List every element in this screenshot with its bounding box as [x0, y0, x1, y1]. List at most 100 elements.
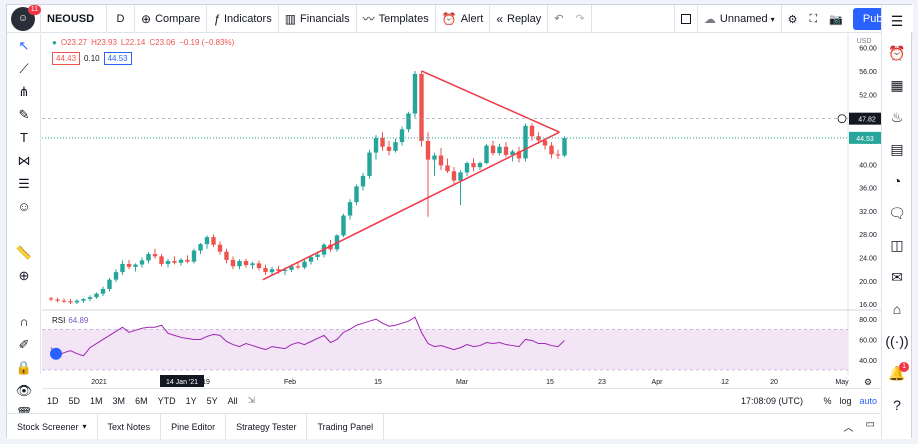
snapshot-button[interactable]: 📷 — [823, 5, 849, 33]
time-axis[interactable]: 2021 19 Feb 15 Mar 15 23 Apr 12 20 May 14 Jan '21 ⚙ — [42, 374, 883, 388]
auto-toggle[interactable]: auto — [859, 395, 877, 406]
undo-button[interactable]: ↶ — [548, 5, 569, 33]
ideas-button[interactable]: ◔ — [882, 165, 912, 197]
candle-body — [529, 125, 535, 137]
eye-icon: 👁 — [15, 382, 33, 398]
maximize-icon[interactable]: ▭ — [865, 419, 875, 430]
chart-svg[interactable]: USD60.0056.0052.0048.0044.0040.0036.0032… — [42, 34, 883, 374]
templates-button[interactable]: 〰 Templates — [357, 4, 436, 33]
chats-button[interactable]: 🗨 — [882, 197, 912, 229]
fullscreen-button[interactable]: ⛶ — [804, 5, 824, 33]
log-toggle[interactable]: log — [839, 395, 852, 406]
interval-button[interactable]: D — [107, 4, 135, 33]
messages-button[interactable]: ✉ — [882, 261, 912, 293]
help-button[interactable]: ? — [882, 389, 912, 421]
broadcast-button[interactable]: ((·)) — [882, 325, 912, 357]
tf-1d[interactable]: 1D — [47, 395, 59, 406]
financials-button[interactable]: ▥ Financials — [279, 4, 357, 33]
broadcast-icon: ((·)) — [885, 333, 909, 349]
bar-chart-icon: ▥ — [284, 11, 297, 26]
layout-menu[interactable]: ☁ Unnamed ▾ — [698, 5, 782, 33]
time-tick-label: 15 — [374, 379, 382, 386]
buy-button[interactable]: 44.53 — [103, 52, 132, 65]
candle-body — [61, 300, 67, 302]
rsi-band — [42, 329, 848, 370]
avatar[interactable]: ☺ 11 — [11, 4, 41, 31]
buy-sell-panel: 44.43 0.10 44.53 — [52, 52, 132, 65]
candle-body — [315, 254, 320, 257]
candle-body — [328, 244, 333, 250]
symbol-search[interactable]: NEOUSD — [41, 4, 107, 33]
function-icon: ƒ — [213, 11, 220, 26]
alerts-button[interactable]: ⏰ — [882, 37, 912, 69]
fib-tool[interactable]: ⋔ — [7, 80, 41, 103]
magnet-tool[interactable]: ∩ — [7, 310, 41, 333]
candle-body — [230, 259, 236, 267]
stay-drawing-tool[interactable]: ✐ — [7, 333, 41, 356]
candle-body — [276, 269, 281, 271]
candle-body — [490, 145, 496, 154]
percent-toggle[interactable]: % — [823, 395, 832, 406]
pattern-tool[interactable]: ⋈ — [7, 149, 41, 172]
chevron-up-icon[interactable]: ︿ — [843, 423, 854, 434]
candle-body — [81, 298, 86, 301]
triangle-lower-line — [262, 131, 560, 281]
calendar-button[interactable]: ▤ — [882, 133, 912, 165]
compare-button[interactable]: ⊕ Compare — [135, 4, 208, 33]
icons-tool[interactable]: ☺ — [7, 195, 41, 218]
separator-2 — [7, 287, 41, 310]
tab-pine-editor[interactable]: Pine Editor — [161, 413, 227, 440]
last-price-label: 44.53 — [856, 136, 874, 143]
text-tool[interactable]: T — [7, 126, 41, 149]
streams-button[interactable]: ◫ — [882, 229, 912, 261]
sell-button[interactable]: 44.43 — [52, 52, 81, 65]
tf-all[interactable]: All — [227, 395, 238, 406]
candle-body — [94, 293, 99, 298]
candle-body — [107, 279, 112, 290]
brush-tool[interactable]: ✎ — [7, 103, 41, 126]
tf-ytd[interactable]: YTD — [157, 395, 176, 406]
candle-body — [425, 140, 431, 160]
ruler-tool[interactable]: 📏 — [7, 241, 41, 264]
notifications-button[interactable]: 🔔 1 — [882, 357, 912, 389]
chart-area[interactable]: USD60.0056.0052.0048.0044.0040.0036.0032… — [42, 34, 883, 374]
candle-body — [393, 142, 398, 151]
avatar-cell[interactable]: ☺ 11 — [7, 4, 41, 33]
watchlist-button[interactable]: ☰ — [882, 5, 912, 37]
hotlists-button[interactable]: ♨ — [882, 101, 912, 133]
tab-stock-screener[interactable]: Stock Screener ▾ — [7, 413, 98, 440]
crosshair-tag — [849, 112, 881, 125]
price-tick-label: 52.00 — [859, 92, 877, 99]
alarm-icon: ⏰ — [888, 44, 906, 61]
date-range-icon[interactable]: ⇲ — [247, 395, 256, 405]
tab-strategy-tester[interactable]: Strategy Tester — [226, 413, 308, 440]
lock-tool[interactable]: 🔒 — [7, 356, 41, 379]
currency-label: USD — [857, 38, 872, 45]
tab-text-notes[interactable]: Text Notes — [98, 413, 162, 440]
redo-button[interactable]: ↷ — [569, 4, 592, 33]
trendline-tool[interactable]: ⟋ — [7, 57, 41, 80]
data-window-button[interactable]: ▦ — [882, 69, 912, 101]
hide-tool[interactable]: 👁 — [7, 379, 41, 402]
tf-3m[interactable]: 3M — [112, 395, 126, 406]
ideas-stream-button[interactable]: ⌂ — [882, 293, 912, 325]
tf-6m[interactable]: 6M — [135, 395, 148, 406]
zoom-tool[interactable]: ⊕ — [7, 264, 41, 287]
chart-bubble-icon: ⌂ — [892, 301, 902, 317]
candle-body — [165, 261, 171, 264]
multi-layout-checkbox[interactable] — [673, 5, 698, 33]
utc-clock[interactable]: 17:08:09 (UTC) — [740, 395, 803, 406]
settings-button[interactable]: ⚙ — [782, 5, 804, 33]
prediction-tool[interactable]: ☰ — [7, 172, 41, 195]
tab-trading-panel[interactable]: Trading Panel — [307, 413, 385, 440]
tf-1m[interactable]: 1M — [90, 395, 103, 406]
candle-body — [191, 250, 197, 262]
indicators-button[interactable]: ƒ Indicators — [207, 4, 279, 33]
cursor-tool[interactable]: ↖ — [7, 34, 41, 57]
tf-1y[interactable]: 1Y — [185, 395, 197, 406]
replay-button[interactable]: « Replay — [490, 4, 549, 33]
tf-5d[interactable]: 5D — [68, 395, 81, 406]
alert-button[interactable]: ⏰ Alert — [436, 4, 491, 33]
text-icon: T — [20, 130, 28, 145]
tf-5y[interactable]: 5Y — [206, 395, 218, 406]
